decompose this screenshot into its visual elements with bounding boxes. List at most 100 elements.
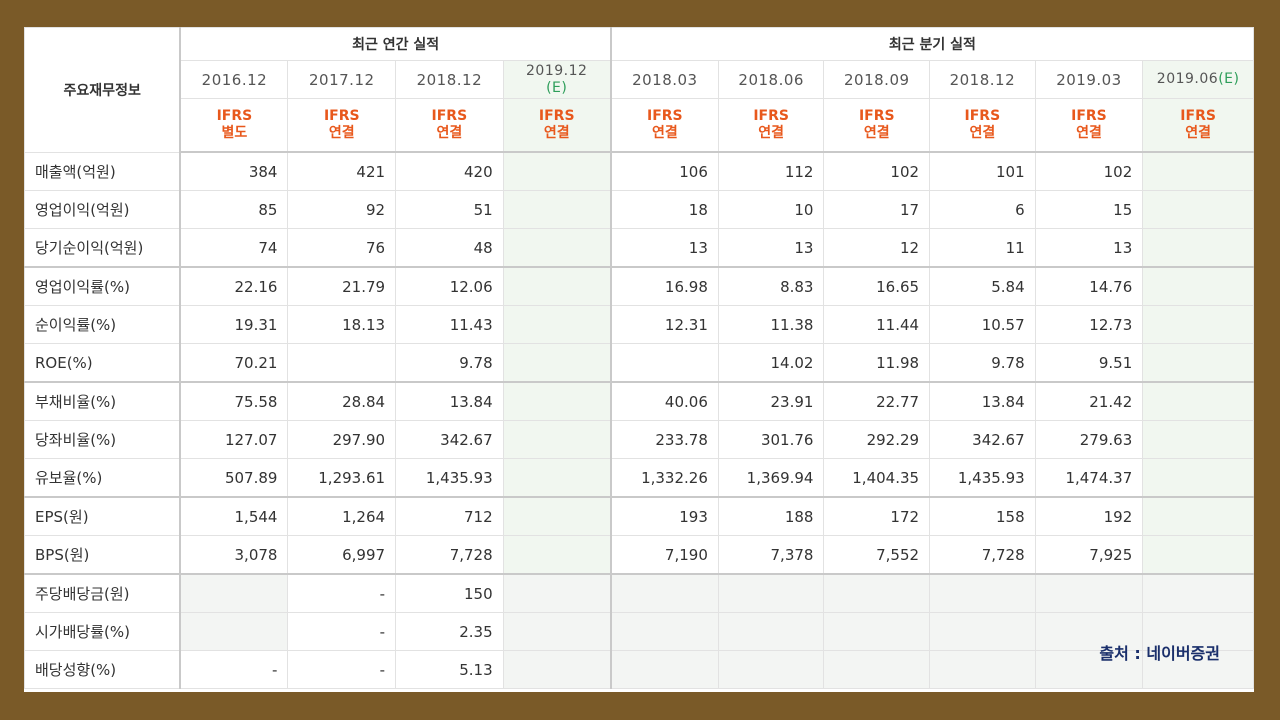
- table-row: 당좌비율(%) 127.07 297.90 342.67 233.78 301.76 292…: [24, 420, 1254, 459]
- table-cell: 1,404.35: [823, 458, 931, 498]
- table-cell: [1142, 381, 1254, 421]
- table-cell: 9.78: [929, 343, 1036, 383]
- table-cell: 1,332.26: [610, 458, 719, 498]
- table-cell: 11: [929, 228, 1036, 268]
- table-cell: 7,378: [717, 535, 825, 575]
- table-cell: [717, 612, 825, 651]
- table-header: 주요재무정보 최근 연간 실적 최근 분기 실적 2016.12 2017.12 2…: [24, 27, 1254, 153]
- quarter-group-header: 최근 분기 실적: [610, 27, 1254, 61]
- table-cell: 13.84: [395, 381, 504, 421]
- table-cell: 14.02: [717, 343, 825, 383]
- basis-label: 연결: [543, 125, 570, 141]
- table-cell: 9.78: [395, 343, 504, 383]
- table-cell: 8.83: [717, 266, 825, 306]
- table-cell: 92: [287, 190, 397, 229]
- table-cell: 102: [1034, 151, 1144, 191]
- accounting-basis-header: IFRS 연결: [502, 98, 612, 153]
- table-cell: [502, 381, 612, 421]
- table-cell: 14.76: [1034, 266, 1144, 306]
- row-label: 순이익률(%): [24, 305, 182, 344]
- table-cell: -: [287, 573, 397, 613]
- row-label: 당좌비율(%): [24, 420, 182, 459]
- row-label: 영업이익률(%): [24, 266, 182, 306]
- table-cell: 21.42: [1034, 381, 1144, 421]
- row-label: 배당성향(%): [24, 650, 182, 689]
- table-row: BPS(원) 3,078 6,997 7,728 7,190 7,378 7,552 7,72…: [24, 535, 1254, 575]
- table-cell: [1142, 458, 1254, 498]
- table-cell: [502, 266, 612, 306]
- table-cell: 23.91: [717, 381, 825, 421]
- ifrs-label: IFRS: [431, 108, 468, 124]
- accounting-basis-header: IFRS 연결: [610, 98, 719, 153]
- table-cell: [1034, 650, 1144, 689]
- table-cell: 74: [179, 228, 289, 268]
- row-label: 당기순이익(억원): [24, 228, 182, 268]
- table-cell: [1142, 228, 1254, 268]
- table-cell: [929, 573, 1036, 613]
- table-cell: 22.16: [179, 266, 289, 306]
- table-cell: 1,293.61: [287, 458, 397, 498]
- table-cell: 75.58: [179, 381, 289, 421]
- table-row: EPS(원) 1,544 1,264 712 193 188 172 158 192: [24, 496, 1254, 536]
- table-cell: [287, 343, 397, 383]
- table-cell: 233.78: [610, 420, 719, 459]
- table-cell: 12: [823, 228, 931, 268]
- table-cell: [717, 573, 825, 613]
- table-cell: -: [287, 650, 397, 689]
- financial-summary-table: 주요재무정보 최근 연간 실적 최근 분기 실적 2016.12 2017.12 2…: [24, 27, 1254, 689]
- table-cell: 112: [717, 151, 825, 191]
- table-cell: 13.84: [929, 381, 1036, 421]
- period-date: 2018.09: [844, 70, 910, 89]
- table-row: 영업이익(억원) 85 92 51 18 10 17 6 15: [24, 190, 1254, 229]
- basis-label: 연결: [863, 125, 890, 141]
- table-cell: 21.79: [287, 266, 397, 306]
- table-cell: 3,078: [179, 535, 289, 575]
- table-cell: 12.06: [395, 266, 504, 306]
- table-cell: 9.51: [1034, 343, 1144, 383]
- period-header: 2019.03: [1034, 60, 1144, 99]
- table-cell: 70.21: [179, 343, 289, 383]
- table-cell: 28.84: [287, 381, 397, 421]
- table-cell: [929, 612, 1036, 651]
- table-cell: 1,264: [287, 496, 397, 536]
- table-cell: 127.07: [179, 420, 289, 459]
- table-cell: 7,925: [1034, 535, 1144, 575]
- table-cell: [823, 650, 931, 689]
- period-header: 2016.12: [179, 60, 289, 99]
- table-cell: [502, 650, 612, 689]
- row-label: 부채비율(%): [24, 381, 182, 421]
- table-cell: -: [179, 650, 289, 689]
- row-label: 매출액(억원): [24, 151, 182, 191]
- ifrs-label: IFRS: [216, 108, 253, 124]
- table-cell: 421: [287, 151, 397, 191]
- table-cell: [502, 535, 612, 575]
- estimate-marker: (E): [546, 79, 568, 96]
- row-label-header: 주요재무정보: [24, 27, 182, 153]
- table-cell: [1142, 535, 1254, 575]
- table-cell: 1,435.93: [395, 458, 504, 498]
- table-cell: 188: [717, 496, 825, 536]
- basis-label: 연결: [651, 125, 678, 141]
- period-header: 2018.03: [610, 60, 719, 99]
- period-header: 2018.12: [395, 60, 504, 99]
- table-cell: [1142, 496, 1254, 536]
- table-cell: 16.98: [610, 266, 719, 306]
- table-cell: 13: [1034, 228, 1144, 268]
- table-cell: 420: [395, 151, 504, 191]
- table-cell: 101: [929, 151, 1036, 191]
- table-cell: 7,190: [610, 535, 719, 575]
- table-row: 배당성향(%) - -5.13: [24, 650, 1254, 689]
- table-cell: 301.76: [717, 420, 825, 459]
- table-cell: 13: [610, 228, 719, 268]
- table-cell: 5.13: [395, 650, 504, 689]
- table-row: 부채비율(%) 75.58 28.84 13.84 40.06 23.91 22.77 13.…: [24, 381, 1254, 421]
- period-header: 2018.09: [823, 60, 931, 99]
- table-cell: [1142, 190, 1254, 229]
- estimate-marker: (E): [1218, 71, 1240, 87]
- table-cell: 22.77: [823, 381, 931, 421]
- table-cell: [1142, 151, 1254, 191]
- table-cell: [179, 573, 289, 613]
- table-cell: 1,369.94: [717, 458, 825, 498]
- table-cell: [502, 190, 612, 229]
- table-cell: [823, 573, 931, 613]
